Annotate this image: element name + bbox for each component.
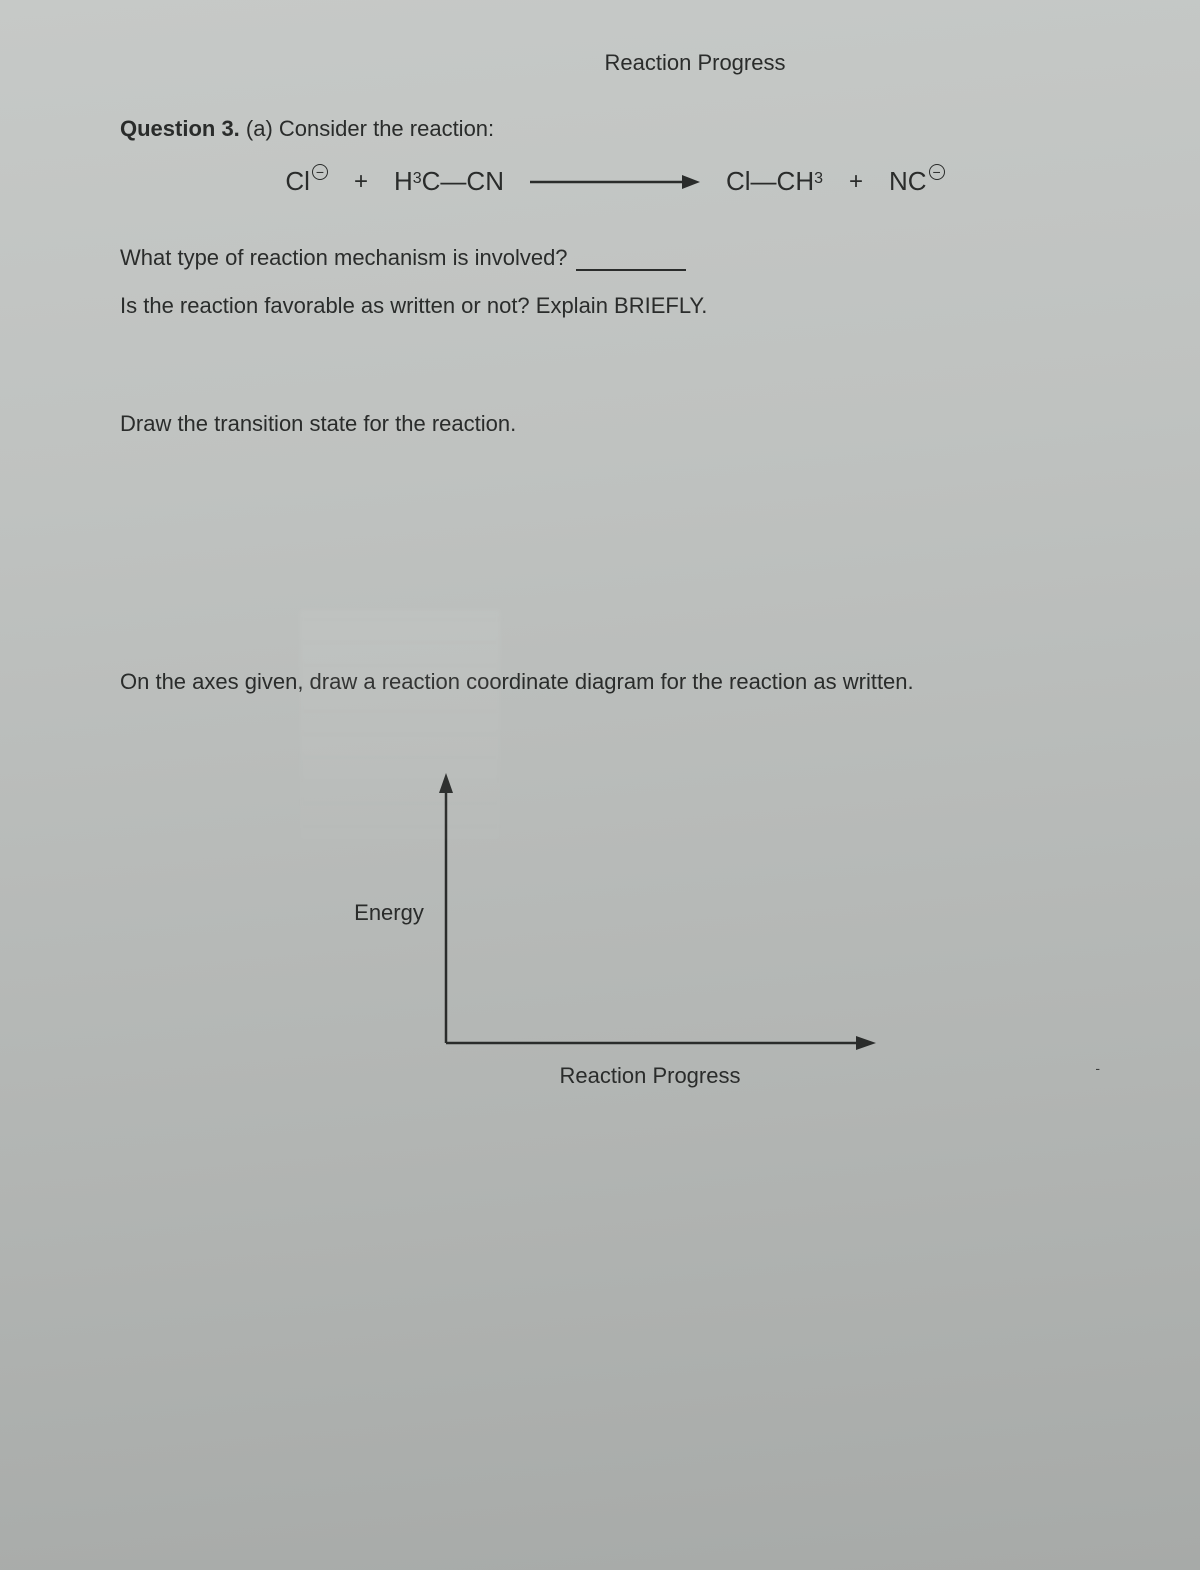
mechanism-prompt-text: What type of reaction mechanism is invol… (120, 245, 568, 271)
reaction-arrow-icon (530, 170, 700, 194)
product-ch3cl: Cl—CH3 (726, 166, 823, 197)
product1-left: Cl—CH (726, 166, 814, 197)
y-axis-label: Energy (354, 900, 424, 926)
question-part: (a) Consider the reaction: (246, 116, 494, 141)
question-number: Question 3. (120, 116, 240, 141)
stray-mark: - (1095, 1060, 1100, 1076)
question-line: Question 3. (a) Consider the reaction: (120, 116, 1110, 142)
reactant-ch3cn: H3C—CN (394, 166, 504, 197)
answer-space-1 (120, 341, 1110, 411)
coord-diagram-prompt-text: On the axes given, draw a reaction coord… (120, 669, 914, 695)
product2-symbol: NC (889, 166, 927, 197)
mechanism-blank[interactable] (576, 249, 686, 271)
axes-row: Energy (354, 773, 876, 1053)
spacer (120, 717, 1110, 747)
product-nc-anion: NC − (889, 166, 945, 197)
mechanism-prompt: What type of reaction mechanism is invol… (120, 245, 1110, 271)
coord-diagram-prompt: On the axes given, draw a reaction coord… (120, 669, 1110, 695)
x-axis-label: Reaction Progress (560, 1063, 741, 1089)
product1-sub: 3 (814, 170, 823, 188)
transition-prompt-text: Draw the transition state for the reacti… (120, 411, 516, 437)
favorable-prompt: Is the reaction favorable as written or … (120, 293, 1110, 319)
transition-prompt: Draw the transition state for the reacti… (120, 411, 1110, 437)
reaction-equation: Cl − + H3C—CN Cl—CH3 + NC − (120, 166, 1110, 197)
axes-svg (436, 773, 876, 1053)
reactant2-sub: 3 (413, 170, 422, 188)
plus-sign-2: + (849, 168, 863, 196)
reactant2-right: C—CN (422, 166, 504, 197)
axes-block: Energy Reaction Progress (354, 773, 876, 1089)
charge-minus-icon: − (312, 164, 328, 180)
reactant-cl-symbol: Cl (285, 166, 310, 197)
favorable-prompt-text: Is the reaction favorable as written or … (120, 293, 707, 319)
reactant2-left: H (394, 166, 413, 197)
worksheet-page: Reaction Progress Question 3. (a) Consid… (0, 0, 1200, 1570)
reactant-cl-anion: Cl − (285, 166, 328, 197)
axes-container: Energy Reaction Progress (120, 773, 1110, 1089)
answer-space-2 (120, 459, 1110, 669)
charge-minus-icon-2: − (929, 164, 945, 180)
page-header: Reaction Progress (280, 50, 1110, 76)
plus-sign: + (354, 168, 368, 196)
